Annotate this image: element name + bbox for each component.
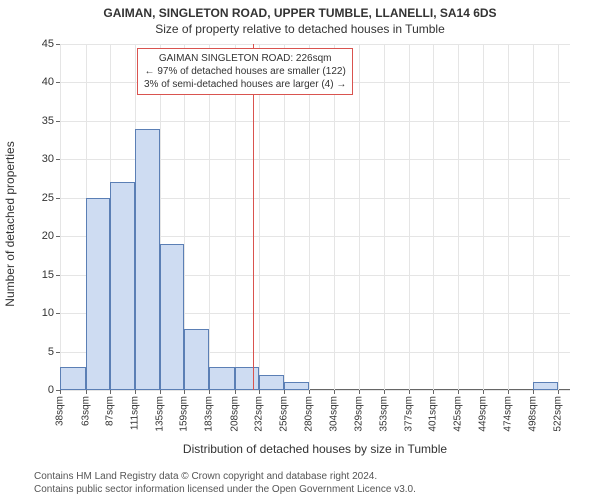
xtick-mark [86,390,87,394]
footer-attribution: Contains HM Land Registry data © Crown c… [34,470,416,496]
ytick-label: 20 [42,230,54,242]
xtick-mark [135,390,136,394]
xtick-label: 256sqm [279,396,290,432]
grid-line-v [359,44,360,390]
grid-line-v [60,44,61,390]
chart-root: GAIMAN, SINGLETON ROAD, UPPER TUMBLE, LL… [0,0,600,500]
xtick-mark [334,390,335,394]
xtick-mark [184,390,185,394]
xtick-label: 522sqm [552,396,563,432]
xtick-label: 377sqm [403,396,414,432]
xtick-mark [384,390,385,394]
histogram-bar [86,198,111,390]
x-axis-label: Distribution of detached houses by size … [60,442,570,456]
histogram-bar [110,182,135,390]
plot-area: 05101520253035404538sqm63sqm87sqm111sqm1… [60,44,570,390]
grid-line-h [60,121,570,122]
xtick-mark [483,390,484,394]
xtick-mark [209,390,210,394]
grid-line-v [334,44,335,390]
ytick-label: 35 [42,115,54,127]
ytick-label: 40 [42,76,54,88]
xtick-mark [359,390,360,394]
xtick-label: 87sqm [105,396,116,426]
chart-title-main: GAIMAN, SINGLETON ROAD, UPPER TUMBLE, LL… [0,6,600,20]
xtick-mark [110,390,111,394]
ytick-label: 5 [48,346,54,358]
histogram-bar [184,329,209,391]
xtick-label: 280sqm [303,396,314,432]
xtick-label: 353sqm [378,396,389,432]
grid-line-v [558,44,559,390]
histogram-bar [60,367,86,390]
xtick-label: 474sqm [503,396,514,432]
xtick-mark [259,390,260,394]
xtick-label: 159sqm [179,396,190,432]
xtick-label: 183sqm [204,396,215,432]
ytick-label: 45 [42,38,54,50]
xtick-label: 135sqm [154,396,165,432]
xtick-mark [160,390,161,394]
ytick-label: 10 [42,307,54,319]
y-axis-label: Number of detached properties [3,51,17,397]
xtick-label: 63sqm [80,396,91,426]
grid-line-v [533,44,534,390]
grid-line-v [433,44,434,390]
xtick-label: 111sqm [130,396,141,430]
grid-line-v [483,44,484,390]
ytick-label: 25 [42,192,54,204]
ytick-label: 15 [42,269,54,281]
histogram-bar [533,382,558,390]
histogram-bar [259,375,284,390]
grid-line-v [259,44,260,390]
grid-line-v [508,44,509,390]
xtick-label: 498sqm [527,396,538,432]
callout-line: ← 97% of detached houses are smaller (12… [144,65,346,78]
reference-line [253,44,254,390]
chart-title-sub: Size of property relative to detached ho… [0,22,600,36]
xtick-mark [309,390,310,394]
grid-line-v [409,44,410,390]
footer-line-1: Contains HM Land Registry data © Crown c… [34,470,416,483]
histogram-bar [209,367,235,390]
xtick-mark [235,390,236,394]
callout-line: GAIMAN SINGLETON ROAD: 226sqm [144,52,346,65]
xtick-mark [558,390,559,394]
xtick-label: 208sqm [229,396,240,432]
footer-line-2: Contains public sector information licen… [34,483,416,496]
histogram-bar [284,382,309,390]
xtick-label: 425sqm [452,396,463,432]
callout-box: GAIMAN SINGLETON ROAD: 226sqm← 97% of de… [137,48,353,95]
grid-line-v [284,44,285,390]
xtick-label: 401sqm [428,396,439,432]
xtick-mark [433,390,434,394]
xtick-label: 449sqm [477,396,488,432]
grid-line-h [60,44,570,45]
grid-line-v [235,44,236,390]
ytick-label: 30 [42,153,54,165]
xtick-mark [458,390,459,394]
histogram-bar [160,244,185,390]
callout-line: 3% of semi-detached houses are larger (4… [144,78,346,91]
xtick-mark [284,390,285,394]
xtick-mark [60,390,61,394]
xtick-mark [409,390,410,394]
ytick-label: 0 [48,384,54,396]
xtick-label: 232sqm [254,396,265,432]
xtick-label: 304sqm [328,396,339,432]
histogram-bar [135,129,160,390]
grid-line-v [209,44,210,390]
grid-line-v [309,44,310,390]
grid-line-h [60,390,570,391]
xtick-mark [508,390,509,394]
xtick-label: 329sqm [354,396,365,432]
histogram-bar [235,367,260,390]
grid-line-v [458,44,459,390]
grid-line-v [384,44,385,390]
xtick-mark [533,390,534,394]
xtick-label: 38sqm [55,396,66,426]
